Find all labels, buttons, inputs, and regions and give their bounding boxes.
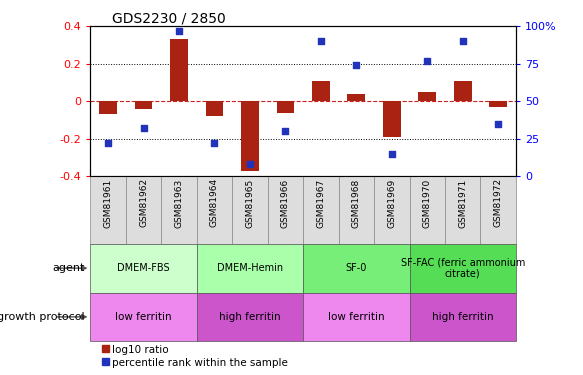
Bar <box>480 176 516 244</box>
Text: GSM81972: GSM81972 <box>494 178 503 227</box>
Point <box>245 161 255 167</box>
Point <box>352 62 361 68</box>
Text: DMEM-Hemin: DMEM-Hemin <box>217 263 283 273</box>
Text: agent: agent <box>52 263 85 273</box>
Bar <box>303 176 339 244</box>
Text: GSM81961: GSM81961 <box>104 178 113 228</box>
Point <box>316 38 325 44</box>
Bar <box>196 176 232 244</box>
Point <box>458 38 468 44</box>
Bar <box>161 176 197 244</box>
Text: GSM81971: GSM81971 <box>458 178 467 228</box>
Bar <box>374 176 409 244</box>
Text: GSM81967: GSM81967 <box>317 178 325 228</box>
Bar <box>409 244 516 292</box>
Bar <box>99 101 117 114</box>
Text: percentile rank within the sample: percentile rank within the sample <box>112 358 288 368</box>
Text: GSM81968: GSM81968 <box>352 178 361 228</box>
Point <box>387 151 396 157</box>
Text: GSM81970: GSM81970 <box>423 178 432 228</box>
Bar <box>196 292 303 341</box>
Text: GSM81964: GSM81964 <box>210 178 219 227</box>
Bar <box>90 244 196 292</box>
Bar <box>347 94 365 101</box>
Bar <box>135 101 152 109</box>
Text: high ferritin: high ferritin <box>432 312 494 322</box>
Point <box>174 28 184 34</box>
Text: low ferritin: low ferritin <box>328 312 385 322</box>
Point <box>210 140 219 146</box>
Bar <box>196 244 303 292</box>
Bar <box>90 176 126 244</box>
Text: GSM81966: GSM81966 <box>281 178 290 228</box>
Bar <box>454 81 472 101</box>
Bar <box>445 176 480 244</box>
Text: log10 ratio: log10 ratio <box>112 345 168 355</box>
Point <box>494 121 503 127</box>
Bar <box>241 101 259 171</box>
Text: GDS2230 / 2850: GDS2230 / 2850 <box>111 11 226 25</box>
Text: GSM81963: GSM81963 <box>174 178 184 228</box>
Bar <box>303 292 409 341</box>
Bar <box>276 101 294 112</box>
Bar <box>409 176 445 244</box>
Point <box>281 128 290 134</box>
Text: GSM81962: GSM81962 <box>139 178 148 227</box>
Bar <box>312 81 330 101</box>
Text: GSM81969: GSM81969 <box>387 178 396 228</box>
Bar <box>339 176 374 244</box>
Point <box>103 140 113 146</box>
Bar <box>409 292 516 341</box>
Bar <box>232 176 268 244</box>
Bar <box>90 292 196 341</box>
Text: SF-FAC (ferric ammonium
citrate): SF-FAC (ferric ammonium citrate) <box>401 257 525 279</box>
Bar <box>489 101 507 107</box>
Bar <box>268 176 303 244</box>
Text: DMEM-FBS: DMEM-FBS <box>117 263 170 273</box>
Text: growth protocol: growth protocol <box>0 312 85 322</box>
Bar <box>419 92 436 101</box>
Bar <box>126 176 161 244</box>
Bar <box>170 39 188 101</box>
Text: GSM81965: GSM81965 <box>245 178 254 228</box>
Bar <box>383 101 401 137</box>
Text: low ferritin: low ferritin <box>115 312 172 322</box>
Text: SF-0: SF-0 <box>346 263 367 273</box>
Text: high ferritin: high ferritin <box>219 312 281 322</box>
Point <box>423 58 432 64</box>
Bar <box>206 101 223 116</box>
Point <box>139 125 148 131</box>
Bar <box>303 244 409 292</box>
